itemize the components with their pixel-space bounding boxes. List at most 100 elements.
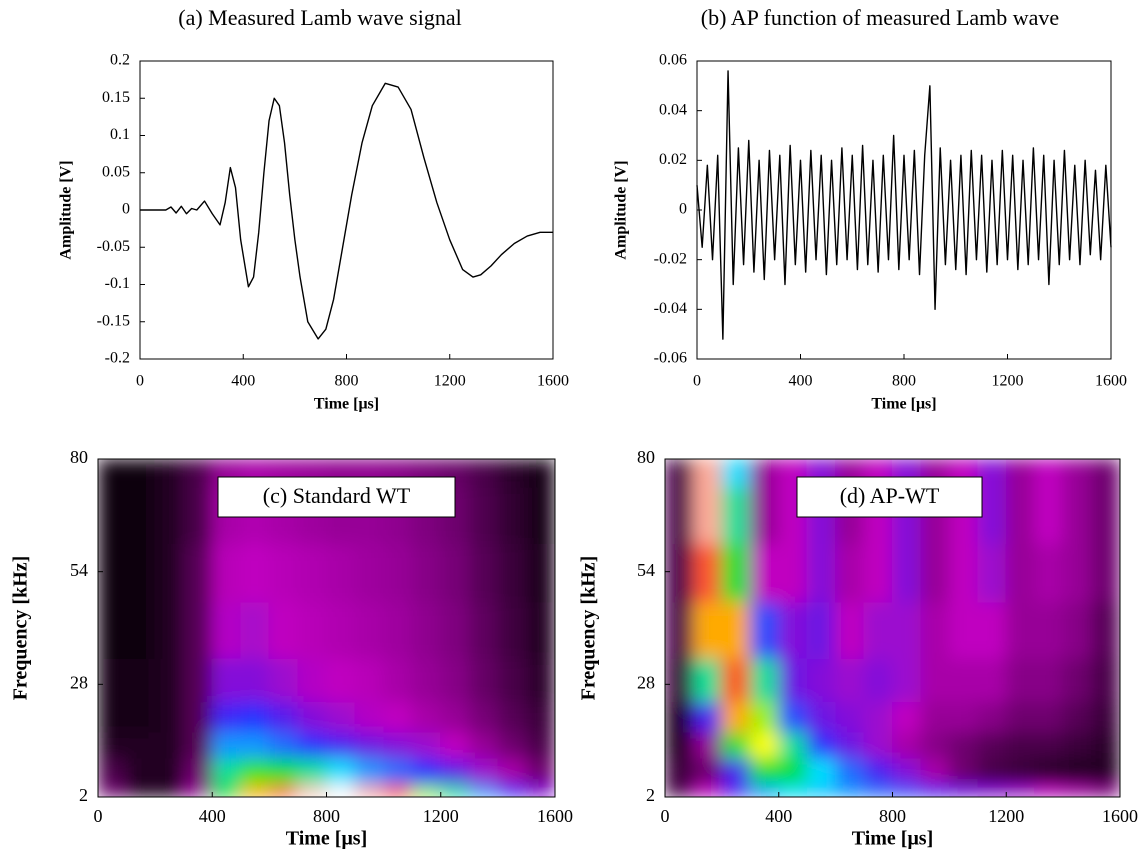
heatmap-cell (240, 543, 270, 603)
heatmap-cell (1034, 783, 1064, 797)
heatmap-cell (665, 731, 694, 759)
heatmap-cell (525, 601, 555, 659)
heatmap-cell (721, 701, 751, 733)
heatmap-cell (98, 757, 128, 785)
heatmap-cell (692, 486, 723, 544)
heatmap-cell (863, 657, 893, 703)
heatmap-cell (525, 657, 555, 703)
heatmap-cell (183, 486, 213, 544)
heatmap-cell (154, 731, 185, 759)
heatmap-cell (721, 657, 751, 703)
heatmap-cell (154, 601, 185, 659)
heatmap-cell (326, 783, 356, 797)
x-tick-label: 800 (892, 373, 916, 390)
heatmap-cell (211, 657, 242, 703)
heatmap-cell (1091, 757, 1120, 785)
heatmap-cell (692, 459, 723, 488)
heatmap-cell (1062, 731, 1093, 759)
heatmap-cell (411, 783, 442, 797)
heatmap-cell (892, 601, 922, 659)
heatmap-cell (98, 657, 128, 703)
heatmap-cell (721, 757, 751, 785)
heatmap-cell (806, 757, 837, 785)
plot-frame (139, 60, 554, 360)
heatmap-cell (863, 783, 893, 797)
heatmap-cell (468, 543, 499, 603)
x-tick-label: 1600 (537, 806, 573, 826)
x-axis-label: Time [μs] (852, 828, 934, 850)
heatmap-cell (497, 601, 527, 659)
heatmap-cell (1062, 657, 1093, 703)
heatmap-cell (806, 701, 837, 733)
x-tick-label: 0 (94, 806, 103, 826)
heatmap-cell (863, 701, 893, 733)
heatmap-cell (468, 731, 499, 759)
heatmap-cell (183, 459, 213, 488)
heatmap-cell (126, 731, 156, 759)
heatmap-cell (778, 701, 808, 733)
heatmap-cell (383, 701, 413, 733)
heatmap-cell (268, 731, 299, 759)
heatmap-cell (468, 657, 499, 703)
heatmap-cell (383, 731, 413, 759)
heatmap-cell (778, 731, 808, 759)
heatmap-cell (411, 731, 442, 759)
x-tick-label: 400 (231, 373, 255, 390)
heatmap-cell (497, 757, 527, 785)
x-tick-label: 800 (335, 373, 359, 390)
heatmap-cell (1034, 757, 1064, 785)
heatmap-cell (354, 701, 385, 733)
heatmap-cell (354, 543, 385, 603)
heatmap-cell (806, 543, 837, 603)
heatmap-cell (98, 701, 128, 733)
heatmap-cell (1091, 486, 1120, 544)
heatmap-cell (806, 783, 837, 797)
heatmap-cell (1005, 701, 1036, 733)
heatmap-cell (411, 543, 442, 603)
heatmap-cell (525, 486, 555, 544)
y-axis-label: Frequency [kHz] (10, 556, 32, 701)
heatmap-cell (920, 757, 950, 785)
heatmap-cell (749, 757, 780, 785)
heatmap-cell (1062, 543, 1093, 603)
heatmap-cell (749, 701, 780, 733)
heatmap-cell (1091, 543, 1120, 603)
heatmap-cell (525, 459, 555, 488)
heatmap-cell (835, 731, 865, 759)
heatmap-cell (1005, 459, 1036, 488)
y-axis-label: Frequency [kHz] (578, 556, 600, 701)
heatmap-cell (468, 459, 499, 488)
heatmap-cell (749, 459, 780, 488)
heatmap-cell (665, 543, 694, 603)
heatmap-cell (863, 757, 893, 785)
heatmap-cell (721, 731, 751, 759)
heatmap-cell (497, 657, 527, 703)
heatmap-cell (354, 657, 385, 703)
heatmap-cell (778, 601, 808, 659)
heatmap-cell (948, 731, 979, 759)
heatmap-cell (892, 757, 922, 785)
y-tick-label: -0.02 (654, 250, 687, 267)
heatmap-cell (126, 601, 156, 659)
heatmap-cell (326, 757, 356, 785)
heatmap-cell (525, 701, 555, 733)
y-tick-label: 0.04 (659, 101, 687, 118)
heatmap-cells (665, 459, 1120, 797)
heatmap-cell (835, 657, 865, 703)
heatmap-cell (1034, 601, 1064, 659)
heatmap-cell (948, 757, 979, 785)
y-tick-label: 80 (637, 447, 655, 467)
heatmap-cell (383, 543, 413, 603)
heatmap-cell (440, 783, 470, 797)
heatmap-cells (98, 459, 555, 797)
heatmap-cell (383, 783, 413, 797)
heatmap-cell (948, 783, 979, 797)
signal-line (696, 70, 1112, 340)
y-tick-label: 2 (79, 785, 88, 805)
heatmap-cell (721, 543, 751, 603)
heatmap-cell (98, 543, 128, 603)
heatmap-cell (692, 731, 723, 759)
y-axis-label: Amplitude [V] (613, 160, 630, 259)
heatmap-cell (126, 701, 156, 733)
heatmap-cell (1091, 783, 1120, 797)
